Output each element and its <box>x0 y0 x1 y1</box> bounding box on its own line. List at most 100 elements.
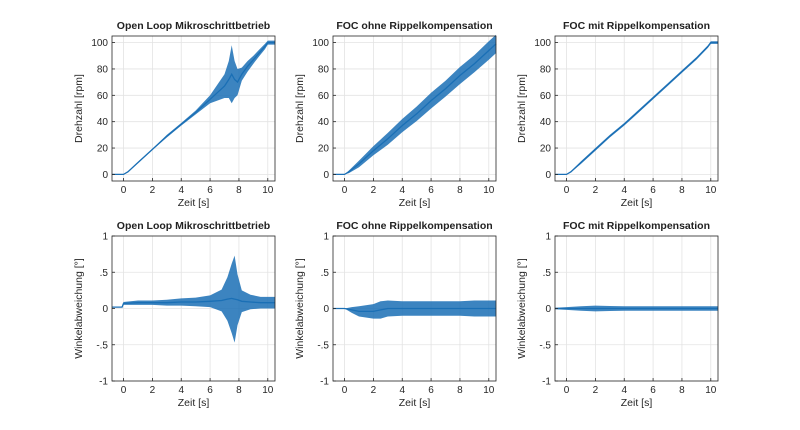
x-tick-label: 10 <box>262 385 274 396</box>
y-tick-label: 0 <box>323 170 329 181</box>
y-tick-label: 60 <box>97 91 109 102</box>
series-line-1 <box>112 41 275 176</box>
x-tick-label: 6 <box>650 385 656 396</box>
y-tick-label: .5 <box>321 268 330 279</box>
y-tick-label: 1 <box>545 232 551 243</box>
x-axis-label: Zeit [s] <box>178 197 210 209</box>
plot-area <box>112 36 275 181</box>
subplot-title: FOC ohne Rippelkompensation <box>336 20 492 32</box>
y-tick-label: -.5 <box>317 340 329 351</box>
x-tick-label: 8 <box>457 385 463 396</box>
y-tick-label: 20 <box>540 144 552 155</box>
x-tick-label: 0 <box>342 185 348 196</box>
x-axis-label: Zeit [s] <box>621 197 653 209</box>
subplot-title: Open Loop Mikroschrittbetrieb <box>117 220 270 232</box>
subplot-title: FOC mit Rippelkompensation <box>563 20 710 32</box>
subplot-title: FOC ohne Rippelkompensation <box>336 220 492 232</box>
x-tick-label: 4 <box>178 185 184 196</box>
x-axis-label: Zeit [s] <box>399 397 431 409</box>
y-tick-label: 0 <box>545 170 551 181</box>
y-tick-label: -1 <box>99 377 108 388</box>
x-tick-label: 8 <box>679 385 685 396</box>
y-axis-label: Drehzahl [rpm] <box>73 74 85 143</box>
x-axis-label: Zeit [s] <box>399 197 431 209</box>
subplot-title: Open Loop Mikroschrittbetrieb <box>117 20 270 32</box>
x-tick-label: 4 <box>399 385 405 396</box>
x-tick-label: 2 <box>150 385 156 396</box>
y-tick-label: 80 <box>540 64 552 75</box>
x-tick-label: 6 <box>207 185 213 196</box>
x-tick-label: 10 <box>483 185 495 196</box>
x-tick-label: 10 <box>483 385 495 396</box>
x-axis-label: Zeit [s] <box>621 397 653 409</box>
x-tick-label: 0 <box>564 185 570 196</box>
y-axis-label: Winkelabweichung [°] <box>516 258 528 359</box>
x-tick-label: 0 <box>121 185 127 196</box>
y-axis-label: Winkelabweichung [°] <box>73 258 85 359</box>
y-axis-label: Drehzahl [rpm] <box>294 74 306 143</box>
subplot-6: 0 2 4 6 8 10 -1 -.5 0 .5 1 FOC mit Rippelkompensati… <box>516 220 719 409</box>
subplot-title: FOC mit Rippelkompensation <box>563 220 710 232</box>
y-tick-label: 100 <box>91 38 108 49</box>
y-tick-label: 40 <box>540 117 552 128</box>
axes-box <box>111 35 276 182</box>
series-band-1 <box>555 41 718 175</box>
y-tick-label: 1 <box>102 232 108 243</box>
x-tick-label: 4 <box>621 185 627 196</box>
y-tick-label: 40 <box>318 117 330 128</box>
x-tick-label: 0 <box>342 385 348 396</box>
y-axis-label: Winkelabweichung [°] <box>294 258 306 359</box>
x-tick-label: 6 <box>428 185 434 196</box>
y-tick-label: 80 <box>318 64 330 75</box>
y-tick-label: -.5 <box>96 340 108 351</box>
y-tick-label: .5 <box>543 268 552 279</box>
x-tick-label: 2 <box>371 385 377 396</box>
x-tick-label: 8 <box>236 185 242 196</box>
subplot-4: 0 2 4 6 8 10 -1 -.5 0 .5 1 Open Loop Mikroschrittbe… <box>73 220 276 409</box>
subplot-5: 0 2 4 6 8 10 -1 -.5 0 .5 1 FOC ohne Rippelkompensat… <box>294 220 497 409</box>
y-tick-label: 60 <box>318 91 330 102</box>
y-tick-label: -.5 <box>539 340 551 351</box>
y-tick-label: 20 <box>318 144 330 155</box>
y-tick-label: 60 <box>540 91 552 102</box>
x-tick-label: 6 <box>650 185 656 196</box>
y-tick-label: 0 <box>102 170 108 181</box>
x-tick-label: 4 <box>621 385 627 396</box>
series-band-1 <box>112 40 275 175</box>
series-line-1 <box>555 41 718 176</box>
x-tick-label: 8 <box>457 185 463 196</box>
x-tick-label: 4 <box>399 185 405 196</box>
x-tick-label: 4 <box>178 385 184 396</box>
x-tick-label: 2 <box>371 185 377 196</box>
y-tick-label: .5 <box>100 268 109 279</box>
y-tick-label: 100 <box>312 38 329 49</box>
y-tick-label: 1 <box>323 232 329 243</box>
x-tick-label: 10 <box>262 185 274 196</box>
x-tick-label: 8 <box>679 185 685 196</box>
y-tick-label: -1 <box>542 377 551 388</box>
x-tick-label: 10 <box>705 385 717 396</box>
axes-box <box>554 35 719 182</box>
y-tick-label: 0 <box>545 304 551 315</box>
x-tick-label: 10 <box>705 185 717 196</box>
y-tick-label: 40 <box>97 117 109 128</box>
y-tick-label: 80 <box>97 64 109 75</box>
y-tick-label: 20 <box>97 144 109 155</box>
x-tick-label: 2 <box>593 385 599 396</box>
x-tick-label: 0 <box>564 385 570 396</box>
x-tick-label: 6 <box>428 385 434 396</box>
y-tick-label: 0 <box>323 304 329 315</box>
y-tick-label: 100 <box>534 38 551 49</box>
series-band-1 <box>333 300 496 319</box>
x-tick-label: 6 <box>207 385 213 396</box>
x-tick-label: 0 <box>121 385 127 396</box>
y-axis-label: Drehzahl [rpm] <box>516 74 528 143</box>
x-axis-label: Zeit [s] <box>178 397 210 409</box>
y-tick-label: 0 <box>102 304 108 315</box>
y-tick-label: -1 <box>320 377 329 388</box>
